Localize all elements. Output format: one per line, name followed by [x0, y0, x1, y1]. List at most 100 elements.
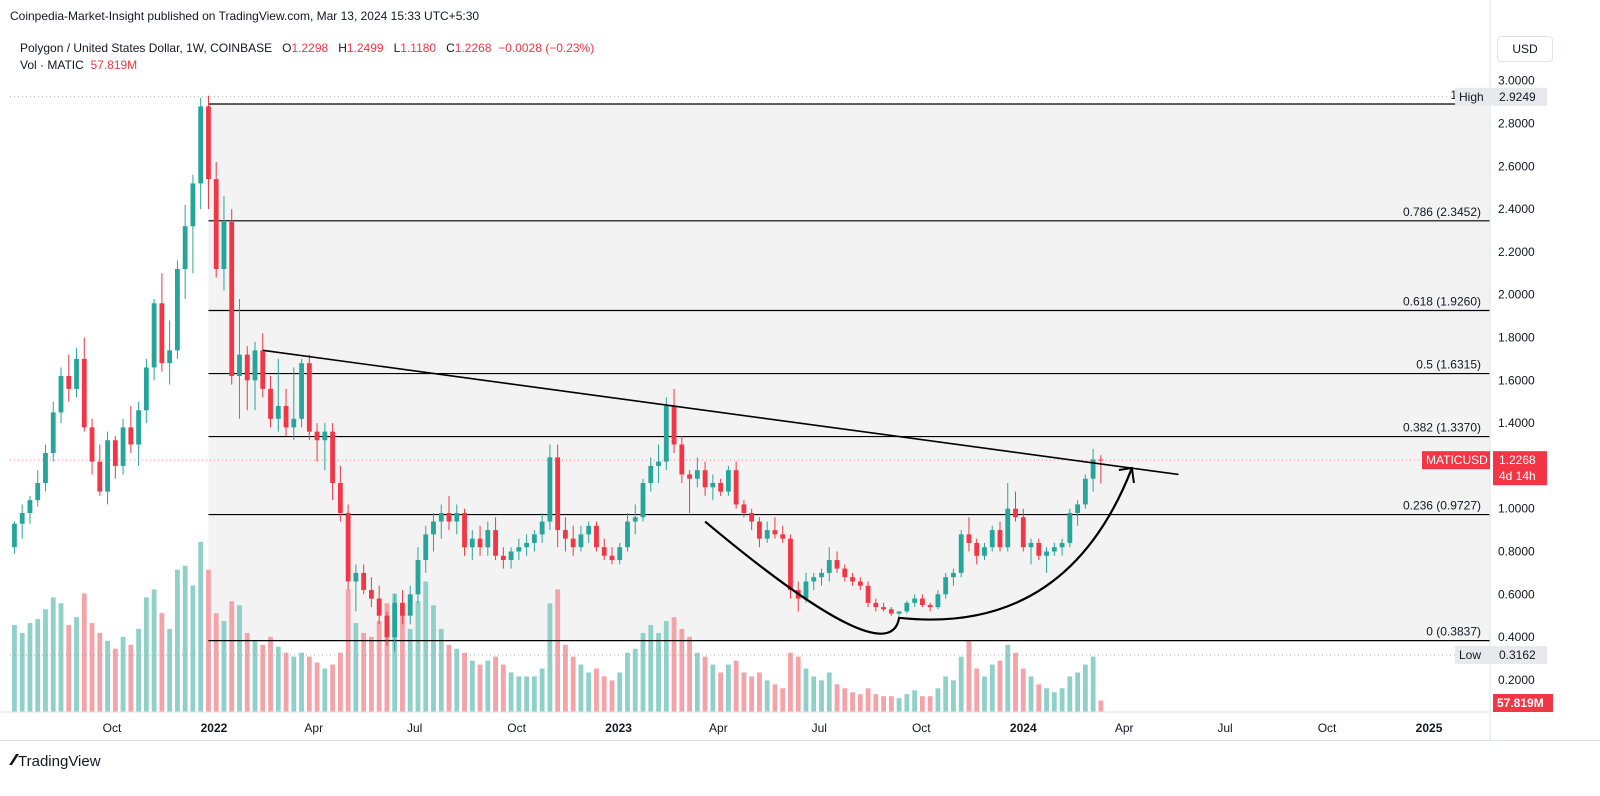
candle-body — [12, 523, 17, 548]
symbol-legend: Polygon / United States Dollar, 1W, COIN… — [20, 40, 594, 74]
volume-bar — [555, 589, 561, 712]
time-tick-label: Jul — [1217, 721, 1232, 735]
candle-body — [1075, 504, 1081, 513]
volume-bar — [632, 648, 638, 712]
candle — [780, 525, 786, 543]
volume-bar — [881, 696, 886, 712]
volume-bar — [1028, 676, 1034, 712]
price-chart[interactable]: 1 (2.80.786 (2.3452)0.618 (1.9260)0.5 (1… — [0, 0, 1600, 740]
close-value: 1.2268 — [454, 41, 492, 55]
candle — [89, 418, 95, 475]
volume-bar — [710, 664, 716, 712]
volume-bar — [431, 605, 436, 712]
volume-bar — [547, 603, 553, 712]
currency-button[interactable]: USD — [1497, 36, 1553, 62]
volume-bar — [462, 652, 467, 712]
volume-bar — [997, 660, 1003, 712]
candle-body — [167, 350, 173, 364]
volume-bar — [594, 668, 599, 712]
candle-body — [314, 431, 320, 441]
volume-bar — [795, 656, 801, 712]
candle — [314, 423, 320, 462]
candle-body — [143, 367, 149, 411]
volume-row: Vol · MATIC 57.819M — [20, 57, 594, 74]
publisher-credit: Coinpedia-Market-Insight published on Tr… — [10, 9, 480, 23]
candle-body — [361, 572, 367, 591]
candle-body — [353, 572, 359, 582]
candle — [97, 444, 103, 496]
candle-body — [966, 534, 972, 543]
candle-body — [500, 555, 506, 561]
candle — [299, 358, 304, 428]
volume-bar — [66, 625, 72, 712]
candle — [252, 341, 258, 411]
candle-body — [1098, 459, 1104, 461]
volume-bar — [105, 640, 110, 712]
candle-body — [555, 457, 561, 531]
candle-body — [229, 221, 235, 377]
candle — [943, 572, 949, 599]
volume-bar — [74, 617, 79, 712]
candle-body — [407, 594, 413, 616]
candle-body — [656, 461, 661, 466]
candle-body — [819, 572, 824, 578]
candle — [462, 508, 467, 556]
volume-bar — [524, 676, 530, 712]
candle — [1082, 474, 1088, 509]
volume-bar — [958, 656, 964, 712]
volume-bars — [12, 542, 1104, 712]
time-tick-label: 2024 — [1010, 721, 1037, 735]
volume-bar — [671, 617, 677, 712]
volume-bar — [609, 680, 615, 712]
candle — [927, 602, 933, 612]
volume-bar — [1020, 668, 1026, 712]
volume-bar — [43, 609, 48, 712]
tradingview-logo[interactable]: ⁄⁄⁄ TradingView — [12, 752, 101, 770]
candle-body — [190, 183, 196, 227]
volume-bar — [1067, 676, 1073, 712]
fib-label: 0.786 (2.3452) — [1403, 205, 1481, 219]
volume-bar — [982, 676, 987, 712]
volume-bar — [306, 656, 312, 712]
time-tick-label: Oct — [912, 721, 931, 735]
candle — [190, 174, 196, 274]
candle — [811, 572, 817, 591]
volume-bar — [617, 672, 623, 712]
ohlc-row: Polygon / United States Dollar, 1W, COIN… — [20, 40, 594, 57]
volume-bar — [244, 632, 250, 712]
candle — [213, 162, 219, 278]
volume-bar — [601, 676, 607, 712]
candle-body — [896, 611, 902, 614]
volume-bar — [663, 621, 669, 712]
candle-body — [120, 427, 126, 466]
volume-bar — [446, 644, 452, 712]
volume-bar — [376, 621, 382, 712]
volume-bar — [694, 652, 700, 712]
candle — [105, 431, 110, 505]
volume-bar — [415, 601, 421, 712]
candle — [330, 423, 336, 501]
candle-body — [547, 457, 553, 522]
candle-body — [252, 350, 258, 381]
volume-label: Vol · MATIC — [20, 58, 84, 72]
candle — [663, 397, 669, 471]
candle-body — [74, 358, 79, 389]
candle — [283, 388, 289, 436]
candle-body — [904, 602, 910, 612]
fib-label: 0.236 (0.9727) — [1403, 499, 1481, 513]
candle — [415, 547, 421, 603]
volume-bar — [369, 636, 374, 712]
candle — [865, 581, 871, 608]
candle-body — [384, 615, 390, 638]
candle — [1005, 483, 1011, 552]
price-tick-label: 2.8000 — [1498, 117, 1535, 131]
candle — [578, 525, 584, 552]
candle-body — [174, 269, 180, 351]
volume-bar — [252, 640, 258, 712]
volume-bar — [330, 664, 336, 712]
candle-body — [570, 538, 576, 548]
candle-body — [260, 350, 266, 389]
candle-body — [244, 354, 250, 381]
candle — [229, 209, 235, 385]
candle — [454, 504, 460, 535]
